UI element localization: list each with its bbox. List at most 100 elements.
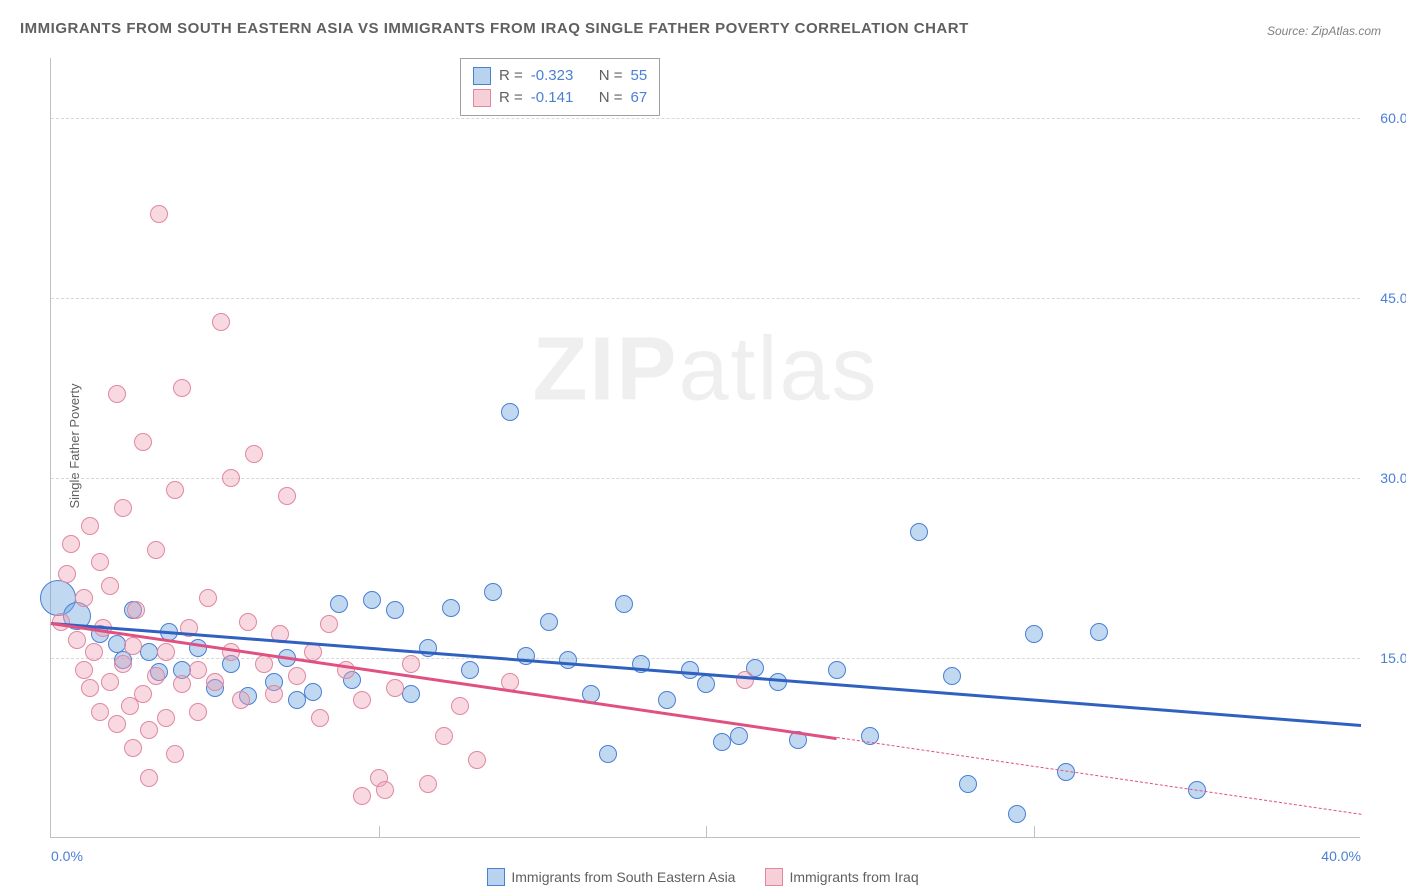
data-point (75, 589, 93, 607)
legend-label: Immigrants from Iraq (789, 869, 918, 885)
data-point (140, 643, 158, 661)
data-point (1025, 625, 1043, 643)
data-point (353, 691, 371, 709)
watermark-zip: ZIP (532, 319, 678, 419)
data-point (108, 635, 126, 653)
legend-swatch (473, 89, 491, 107)
data-point (419, 775, 437, 793)
data-point (376, 781, 394, 799)
data-point (199, 589, 217, 607)
legend-r-label: R = (499, 87, 523, 109)
legend-n-value: 67 (631, 87, 648, 109)
gridline-vertical (1034, 826, 1035, 838)
data-point (910, 523, 928, 541)
data-point (386, 679, 404, 697)
data-point (1008, 805, 1026, 823)
data-point (713, 733, 731, 751)
data-point (114, 655, 132, 673)
gridline-horizontal (51, 478, 1360, 479)
data-point (62, 535, 80, 553)
gridline-horizontal (51, 658, 1360, 659)
trend-line (51, 622, 1361, 726)
legend-bottom: Immigrants from South Eastern Asia Immigr… (0, 868, 1406, 886)
data-point (58, 565, 76, 583)
data-point (140, 721, 158, 739)
data-point (173, 675, 191, 693)
data-point (265, 685, 283, 703)
data-point (320, 615, 338, 633)
data-point (108, 715, 126, 733)
legend-swatch (765, 868, 783, 886)
legend-stat-row: R =-0.141N =67 (473, 87, 647, 109)
data-point (147, 541, 165, 559)
data-point (769, 673, 787, 691)
data-point (304, 643, 322, 661)
gridline-vertical (379, 826, 380, 838)
data-point (435, 727, 453, 745)
legend-label: Immigrants from South Eastern Asia (511, 869, 735, 885)
data-point (697, 675, 715, 693)
data-point (1090, 623, 1108, 641)
y-tick-label: 60.0% (1380, 110, 1406, 126)
data-point (101, 673, 119, 691)
data-point (108, 385, 126, 403)
data-point (615, 595, 633, 613)
data-point (736, 671, 754, 689)
data-point (353, 787, 371, 805)
data-point (68, 631, 86, 649)
data-point (828, 661, 846, 679)
x-tick-label: 40.0% (1321, 848, 1361, 864)
data-point (288, 691, 306, 709)
legend-n-label: N = (599, 87, 623, 109)
data-point (943, 667, 961, 685)
legend-n-value: 55 (631, 65, 648, 87)
data-point (599, 745, 617, 763)
data-point (730, 727, 748, 745)
y-tick-label: 15.0% (1380, 650, 1406, 666)
y-tick-label: 45.0% (1380, 290, 1406, 306)
data-point (81, 679, 99, 697)
gridline-horizontal (51, 298, 1360, 299)
data-point (461, 661, 479, 679)
watermark: ZIPatlas (532, 318, 878, 421)
data-point (681, 661, 699, 679)
legend-r-value: -0.323 (531, 65, 591, 87)
data-point (206, 673, 224, 691)
data-point (157, 709, 175, 727)
data-point (484, 583, 502, 601)
legend-n-label: N = (599, 65, 623, 87)
data-point (81, 517, 99, 535)
data-point (127, 601, 145, 619)
data-point (442, 599, 460, 617)
chart-title: IMMIGRANTS FROM SOUTH EASTERN ASIA VS IM… (20, 20, 969, 37)
data-point (222, 469, 240, 487)
data-point (157, 643, 175, 661)
legend-swatch (487, 868, 505, 886)
data-point (124, 739, 142, 757)
data-point (330, 595, 348, 613)
data-point (245, 445, 263, 463)
legend-item: Immigrants from South Eastern Asia (487, 868, 735, 886)
data-point (402, 655, 420, 673)
data-point (501, 403, 519, 421)
data-point (451, 697, 469, 715)
legend-stat-row: R =-0.323N =55 (473, 65, 647, 87)
data-point (222, 643, 240, 661)
data-point (91, 703, 109, 721)
data-point (150, 205, 168, 223)
data-point (189, 661, 207, 679)
data-point (304, 683, 322, 701)
legend-top: R =-0.323N =55R =-0.141N =67 (460, 58, 660, 116)
plot-area: ZIPatlas 15.0%30.0%45.0%60.0%0.0%40.0% (50, 58, 1360, 838)
data-point (140, 769, 158, 787)
gridline-horizontal (51, 118, 1360, 119)
data-point (363, 591, 381, 609)
data-point (386, 601, 404, 619)
data-point (91, 553, 109, 571)
y-tick-label: 30.0% (1380, 470, 1406, 486)
gridline-vertical (706, 826, 707, 838)
data-point (101, 577, 119, 595)
trend-line (837, 737, 1361, 815)
data-point (311, 709, 329, 727)
data-point (658, 691, 676, 709)
